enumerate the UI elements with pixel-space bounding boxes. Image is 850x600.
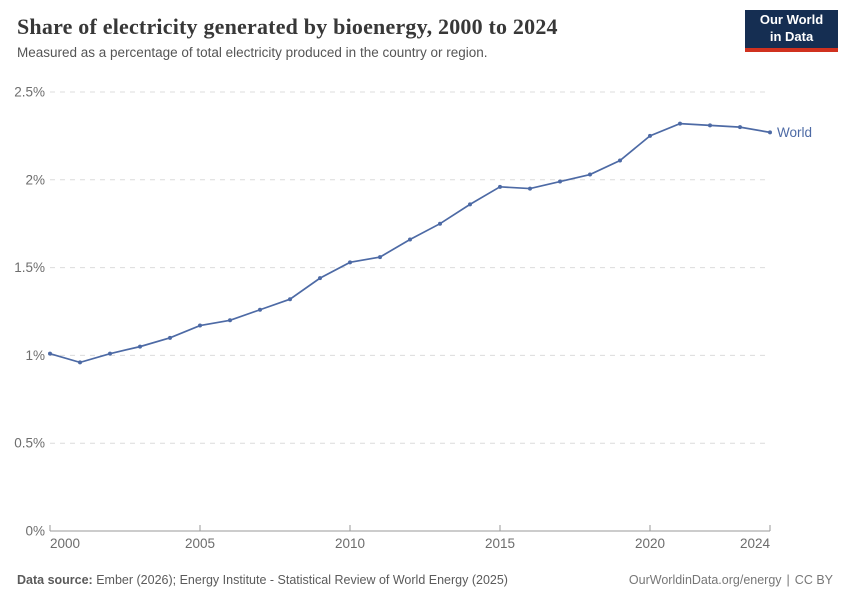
data-point[interactable] xyxy=(108,351,112,356)
series-end-label[interactable]: World xyxy=(777,125,812,140)
y-axis-tick-label: 2.5% xyxy=(14,85,45,100)
attribution-separator: | xyxy=(786,573,790,587)
data-point[interactable] xyxy=(318,276,322,281)
data-point[interactable] xyxy=(228,318,232,323)
data-point[interactable] xyxy=(588,172,592,177)
owid-url-link[interactable]: OurWorldinData.org/energy xyxy=(628,573,782,587)
x-axis-tick-label: 2024 xyxy=(740,536,771,551)
data-point[interactable] xyxy=(648,133,652,138)
chart-footer: Data source: Ember (2026); Energy Instit… xyxy=(17,573,833,587)
data-point[interactable] xyxy=(438,221,442,226)
y-axis-tick-label: 1.5% xyxy=(14,260,45,275)
x-axis-tick-label: 2020 xyxy=(635,536,665,551)
data-point[interactable] xyxy=(378,255,382,260)
data-point[interactable] xyxy=(618,158,622,163)
data-source-label: Data source: xyxy=(17,573,93,587)
attribution: OurWorldinData.org/energy | CC BY xyxy=(629,573,833,587)
chart-title: Share of electricity generated by bioene… xyxy=(17,14,558,39)
data-point[interactable] xyxy=(558,179,562,184)
data-point[interactable] xyxy=(288,297,292,302)
data-point[interactable] xyxy=(528,186,532,191)
owid-logo-line1: Our World xyxy=(759,12,824,28)
y-axis-tick-label: 2% xyxy=(25,172,45,187)
series-line-world xyxy=(49,122,771,364)
chart-header: Share of electricity generated by bioene… xyxy=(17,14,730,60)
data-point[interactable] xyxy=(768,130,772,135)
y-axis-tick-label: 0.5% xyxy=(14,436,45,451)
y-axis-tick-label: 1% xyxy=(25,348,45,363)
chart-subtitle: Measured as a percentage of total electr… xyxy=(17,45,488,61)
data-point[interactable] xyxy=(468,202,472,207)
y-axis-tick-label: 0% xyxy=(25,524,45,539)
data-point[interactable] xyxy=(138,344,142,349)
data-source-note: Data source: Ember (2026); Energy Instit… xyxy=(17,573,508,587)
license-label: CC BY xyxy=(794,573,833,587)
data-point[interactable] xyxy=(678,121,682,126)
x-axis-tick-label: 2000 xyxy=(50,536,80,551)
x-axis-tick-label: 2010 xyxy=(335,536,365,551)
data-point[interactable] xyxy=(78,360,82,365)
x-axis-tick-label: 2015 xyxy=(485,536,515,551)
data-point[interactable] xyxy=(258,307,262,312)
x-axis-tick-label: 2005 xyxy=(185,536,215,551)
owid-logo[interactable]: Our World in Data xyxy=(745,10,838,52)
owid-logo-line2: in Data xyxy=(769,29,814,44)
data-point[interactable] xyxy=(708,123,712,128)
data-point[interactable] xyxy=(168,335,172,340)
data-point[interactable] xyxy=(408,237,412,242)
data-point[interactable] xyxy=(498,184,502,189)
data-point[interactable] xyxy=(48,351,52,356)
data-point[interactable] xyxy=(738,125,742,130)
data-point[interactable] xyxy=(348,260,352,265)
data-source-text: Ember (2026); Energy Institute - Statist… xyxy=(92,573,508,587)
data-point[interactable] xyxy=(198,323,202,328)
